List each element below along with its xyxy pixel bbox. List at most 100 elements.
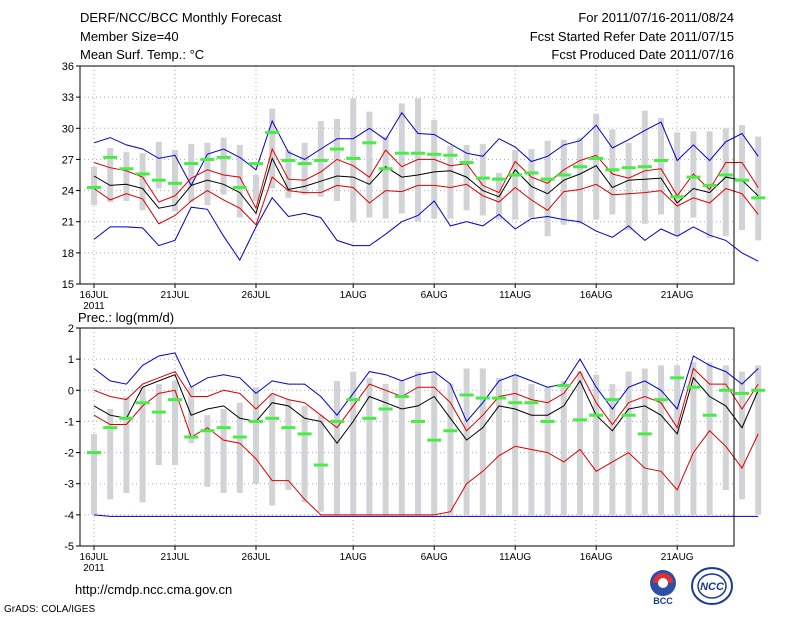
- variable-label: Mean Surf. Temp.: °C: [80, 47, 205, 62]
- range-bar: [253, 387, 259, 484]
- x-tick-label: 21AUG: [661, 290, 694, 301]
- range-bar: [204, 415, 211, 487]
- observed-marker: [475, 176, 490, 180]
- range-bar: [285, 150, 292, 198]
- lower-percentile-line: [93, 176, 759, 226]
- range-bar: [528, 149, 535, 218]
- y-tick-label: -3: [64, 479, 74, 491]
- x-tick-label: 16JUL: [80, 552, 109, 563]
- range-bar: [577, 371, 583, 515]
- range-bar: [415, 371, 421, 515]
- y-tick-label: -5: [64, 541, 74, 553]
- y-tick-label: 24: [62, 186, 74, 198]
- observed-marker: [346, 156, 361, 160]
- observed-marker: [735, 391, 749, 395]
- range-bar: [155, 384, 162, 466]
- y-tick-label: 15: [62, 279, 74, 291]
- max-line: [93, 352, 759, 423]
- range-bar: [188, 143, 195, 202]
- observed-marker: [346, 398, 361, 402]
- observed-marker: [184, 162, 199, 166]
- y-tick-label: 0: [68, 385, 74, 397]
- range-bar: [739, 371, 745, 500]
- fcst-produced-date: Fcst Produced Date 2011/07/16: [551, 47, 734, 62]
- range-bar: [123, 152, 130, 201]
- observed-marker: [265, 130, 280, 134]
- range-bar: [123, 396, 130, 494]
- y-tick-label: -4: [64, 510, 74, 522]
- min-line: [93, 514, 759, 517]
- observed-marker: [686, 175, 701, 179]
- range-bar: [431, 371, 438, 515]
- observed-marker: [313, 463, 328, 467]
- range-bar: [593, 113, 600, 220]
- range-bar: [236, 144, 243, 218]
- observed-marker: [330, 147, 344, 151]
- observed-marker: [718, 173, 733, 177]
- range-bar: [398, 103, 405, 214]
- range-bar: [690, 362, 697, 515]
- range-bar: [431, 119, 438, 219]
- range-bar: [722, 365, 729, 490]
- x-tick-label: 21JUL: [161, 290, 190, 301]
- forecast-range: For 2011/07/16-2011/08/24: [578, 10, 734, 25]
- range-bar: [334, 380, 340, 515]
- observed-marker: [459, 161, 474, 165]
- observed-marker: [443, 153, 458, 157]
- observed-marker: [492, 177, 506, 181]
- observed-marker: [556, 173, 571, 177]
- observed-marker: [589, 156, 604, 160]
- range-bar: [560, 139, 567, 225]
- observed-marker: [411, 151, 425, 155]
- observed-marker: [200, 157, 215, 161]
- observed-marker: [330, 419, 344, 423]
- observed-marker: [297, 432, 312, 436]
- range-bar: [139, 387, 146, 503]
- range-bar: [285, 399, 292, 490]
- range-bar: [593, 374, 600, 515]
- fcst-started-date: Fcst Started Refer Date 2011/07/15: [529, 29, 734, 44]
- ncc-logo-text: NCC: [700, 581, 725, 593]
- observed-marker: [232, 185, 247, 189]
- observed-marker: [249, 162, 263, 166]
- y-tick-label: -2: [64, 448, 74, 460]
- observed-marker: [459, 393, 474, 397]
- observed-marker: [605, 168, 620, 172]
- panel-frame: [79, 65, 735, 285]
- observed-marker: [670, 376, 685, 380]
- observed-marker: [394, 151, 409, 155]
- observed-marker: [443, 429, 458, 433]
- precip-panel-title: Prec.: log(mm/d): [78, 310, 175, 325]
- upper-percentile-line: [93, 367, 759, 432]
- x-tick-label: 1AUG: [340, 290, 367, 301]
- footer-url: http://cmdp.ncc.cma.gov.cn: [75, 582, 233, 597]
- observed-marker: [265, 416, 280, 420]
- range-bar: [172, 150, 178, 212]
- x-tick-year-label: 2011: [83, 563, 105, 574]
- observed-marker: [735, 178, 749, 182]
- y-tick-label: 33: [62, 92, 74, 104]
- y-tick-label: 36: [62, 61, 74, 73]
- observed-marker: [281, 158, 296, 162]
- range-bar: [479, 368, 486, 515]
- range-bar: [755, 365, 762, 515]
- grads-credit: GrADS: COLA/IGES: [4, 604, 96, 615]
- panel-frame: [79, 327, 735, 547]
- observed-marker: [184, 435, 199, 439]
- observed-marker: [135, 172, 150, 176]
- observed-marker: [605, 398, 620, 402]
- observed-marker: [87, 451, 101, 455]
- ncc-logo: NCC: [690, 566, 734, 606]
- observed-marker: [411, 419, 425, 423]
- observed-marker: [686, 385, 701, 389]
- chart-title: DERF/NCC/BCC Monthly Forecast: [80, 10, 282, 25]
- x-tick-label: 26JUL: [242, 552, 271, 563]
- observed-marker: [637, 165, 652, 169]
- range-bar: [91, 166, 97, 206]
- observed-marker: [524, 401, 539, 405]
- range-bar: [398, 380, 405, 515]
- range-bar: [382, 136, 389, 219]
- range-bar: [706, 362, 713, 515]
